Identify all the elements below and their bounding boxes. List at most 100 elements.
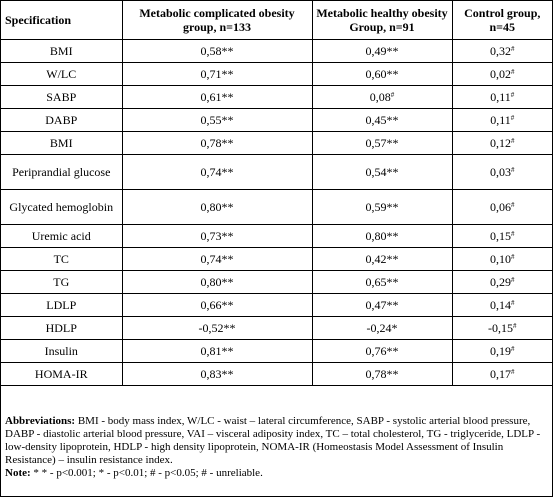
cell-g1: 0,55** [121, 108, 313, 132]
header-specification: Specification [1, 1, 123, 40]
cell-g2: 0,78** [311, 362, 453, 386]
cell-value: 0,60** [365, 67, 399, 81]
table-row: BMI 0,58** 0,49** 0,32# [1, 39, 552, 63]
cell-value: -0,52** [198, 321, 236, 335]
cell-g3: 0,15# [451, 224, 552, 248]
table-row: Insulin 0,81** 0,76** 0,19# [1, 339, 552, 363]
significance-mark: # [511, 368, 515, 376]
significance-mark: # [511, 68, 515, 76]
cell-g1: 0,71** [121, 62, 313, 86]
significance-mark: # [511, 166, 515, 174]
cell-g1: 0,80** [121, 270, 313, 294]
cell-g3: 0,11# [451, 108, 552, 132]
cell-value: 0,59** [365, 200, 399, 214]
significance-mark: # [511, 137, 515, 145]
cell-value: 0,11 [490, 90, 511, 104]
significance-mark: # [513, 322, 517, 330]
table-row: Uremic acid 0,73** 0,80** 0,15# [1, 224, 552, 248]
cell-g2: 0,49** [311, 39, 453, 63]
cell-spec: Periprandial glucose [1, 154, 123, 190]
cell-g2: 0,45** [311, 108, 453, 132]
cell-value: Insulin [44, 344, 78, 358]
abbreviations-text: BMI - body mass index, W/LC - waist – la… [5, 415, 541, 466]
cell-value: BMI [49, 44, 73, 58]
cell-g1: 0,73** [121, 224, 313, 248]
significance-mark: # [511, 45, 515, 53]
header-complicated-group: Metabolic complicated obesity group, n=1… [121, 1, 313, 40]
table-row: TC 0,74** 0,42** 0,10# [1, 247, 552, 271]
cell-g3: 0,03# [451, 154, 552, 190]
cell-value: 0,66** [200, 298, 234, 312]
cell-spec: HDLP [1, 316, 123, 340]
cell-g3: 0,02# [451, 62, 552, 86]
cell-g1: -0,52** [121, 316, 313, 340]
cell-value: 0,15 [490, 229, 511, 243]
cell-value: DABP [45, 113, 78, 127]
cell-value: 0,76** [365, 344, 399, 358]
cell-value: W/LC [46, 67, 77, 81]
cell-value: 0,54** [365, 165, 399, 179]
cell-g2: 0,54** [311, 154, 453, 190]
table-row: HOMA-IR 0,83** 0,78** 0,17# [1, 362, 552, 386]
cell-g1: 0,83** [121, 362, 313, 386]
table-row: HDLP -0,52** -0,24* -0,15# [1, 316, 552, 340]
cell-value: 0,12 [490, 136, 511, 150]
cell-g1: 0,74** [121, 247, 313, 271]
cell-g3: 0,19# [451, 339, 552, 363]
cell-spec: LDLP [1, 293, 123, 317]
cell-spec: Uremic acid [1, 224, 123, 248]
table-notes: Abbreviations: BMI - body mass index, W/… [5, 415, 547, 480]
cell-g2: 0,47** [311, 293, 453, 317]
cell-g2: 0,60** [311, 62, 453, 86]
cell-value: 0,73** [200, 229, 234, 243]
cell-g2: -0,24* [311, 316, 453, 340]
table-row: TG 0,80** 0,65** 0,29# [1, 270, 552, 294]
cell-g2: 0,42** [311, 247, 453, 271]
cell-value: 0,17 [490, 367, 511, 381]
cell-g1: 0,58** [121, 39, 313, 63]
cell-value: 0,58** [200, 44, 234, 58]
significance-mark: # [511, 253, 515, 261]
significance-note: Note: * * - p<0.001; * - p<0.01; # - p<0… [5, 467, 547, 480]
cell-value: TC [53, 252, 69, 266]
table-row: SABP 0,61** 0,08# 0,11# [1, 85, 552, 109]
cell-g3: 0,14# [451, 293, 552, 317]
table-row: Periprandial glucose 0,74** 0,54** 0,03# [1, 154, 552, 190]
note-label: Note: [5, 467, 31, 479]
cell-g1: 0,74** [121, 154, 313, 190]
cell-value: 0,78** [200, 136, 234, 150]
cell-value: 0,61** [200, 90, 234, 104]
significance-mark: # [511, 201, 515, 209]
cell-value: 0,74** [200, 252, 234, 266]
correlation-table: Specification Metabolic complicated obes… [1, 1, 552, 386]
cell-spec: Glycated hemoglobin [1, 189, 123, 225]
cell-value: 0,55** [200, 113, 234, 127]
header-healthy-group: Metabolic healthy obesity Group, n=91 [311, 1, 453, 40]
cell-value: 0,83** [200, 367, 234, 381]
abbreviations-note: Abbreviations: BMI - body mass index, W/… [5, 415, 547, 467]
cell-value: SABP [46, 90, 77, 104]
cell-value: 0,81** [200, 344, 234, 358]
cell-g3: 0,06# [451, 189, 552, 225]
cell-value: 0,80** [365, 229, 399, 243]
cell-value: 0,42** [365, 252, 399, 266]
cell-g2: 0,80** [311, 224, 453, 248]
significance-mark: # [511, 299, 515, 307]
abbreviations-label: Abbreviations: [5, 415, 76, 427]
cell-g3: 0,32# [451, 39, 552, 63]
cell-spec: TC [1, 247, 123, 271]
cell-spec: Insulin [1, 339, 123, 363]
cell-g3: 0,11# [451, 85, 552, 109]
table-row: DABP 0,55** 0,45** 0,11# [1, 108, 552, 132]
table-row: BMI 0,78** 0,57** 0,12# [1, 131, 552, 155]
cell-g3: 0,10# [451, 247, 552, 271]
cell-spec: TG [1, 270, 123, 294]
cell-value: 0,06 [490, 200, 511, 214]
cell-value: Uremic acid [31, 229, 91, 243]
cell-g3: 0,29# [451, 270, 552, 294]
cell-value: 0,08 [369, 90, 391, 104]
significance-mark: # [390, 91, 395, 99]
cell-value: 0,29 [490, 275, 511, 289]
significance-mark: # [511, 345, 515, 353]
